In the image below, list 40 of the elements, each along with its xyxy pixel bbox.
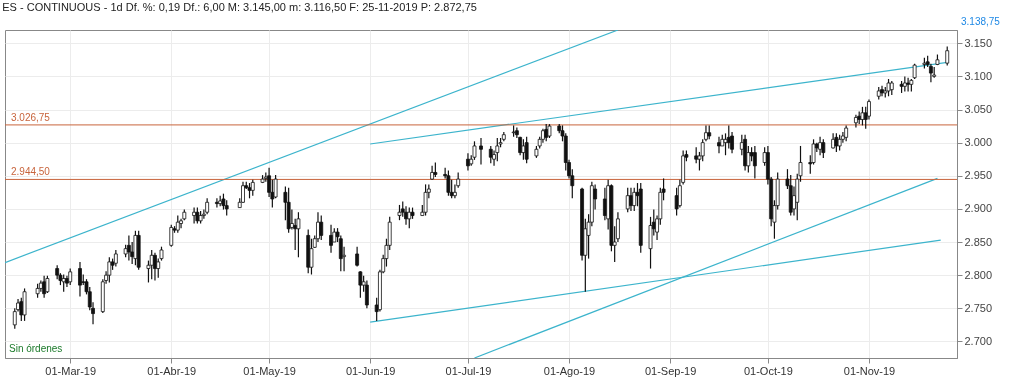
candlestick — [153, 252, 157, 282]
candlestick — [524, 136, 529, 164]
x-tick-label: 01-Nov-19 — [843, 364, 896, 377]
candlestick — [319, 214, 324, 241]
candlestick — [296, 211, 301, 258]
x-tick-label: 01-Ago-19 — [543, 364, 596, 377]
x-tick-label: 01-Oct-19 — [743, 364, 793, 377]
y-tick-label: 3.150 — [964, 36, 993, 49]
y-tick-label: 2.900 — [964, 202, 993, 215]
y-tick-label: 2.950 — [964, 169, 993, 182]
y-tick-label: 3.000 — [964, 136, 993, 149]
annotation: Sin órdenes — [9, 343, 63, 354]
x-tick-label: 01-Mar-19 — [45, 364, 97, 377]
candlestick — [632, 187, 637, 212]
y-tick-label: 2.700 — [964, 334, 993, 347]
candlestick — [22, 287, 27, 322]
candlestick — [945, 45, 950, 67]
candlestick — [821, 138, 826, 159]
chart-title: ES - CONTINUOUS - 1d Df. %: 0,19 Df.: 6,00 M: 3.145,00 m: 3.116,50 F: 25-11-2019 P: 2.872,75 — [2, 1, 477, 13]
x-tick-label: 01-Jun-19 — [345, 364, 396, 377]
x-tick-label: 01-Sep-19 — [644, 364, 697, 377]
y-tick-label: 3.050 — [964, 103, 993, 116]
y-tick-label: 2.850 — [964, 235, 993, 248]
candlestick — [355, 246, 360, 268]
text: 3.138,75 — [961, 16, 1001, 27]
candlestick — [309, 238, 314, 276]
candlestick — [364, 279, 369, 309]
x-tick-label: 01-May-19 — [243, 364, 296, 377]
candlestick — [133, 230, 138, 266]
y-tick-label: 3.100 — [964, 69, 993, 82]
x-tick-label: 01-Abr-19 — [147, 364, 197, 377]
x-tick-label: 01-Jul-19 — [445, 364, 492, 377]
y-tick-label: 2.800 — [964, 268, 993, 281]
candlestick — [156, 258, 161, 279]
ref-line-label: 3.026,75 — [11, 111, 51, 123]
candlestick — [479, 137, 483, 166]
candlestick — [446, 169, 451, 197]
y-tick-label: 2.750 — [964, 301, 993, 314]
candlestick — [625, 187, 630, 213]
ref-line-label: 2.944,50 — [11, 166, 51, 178]
